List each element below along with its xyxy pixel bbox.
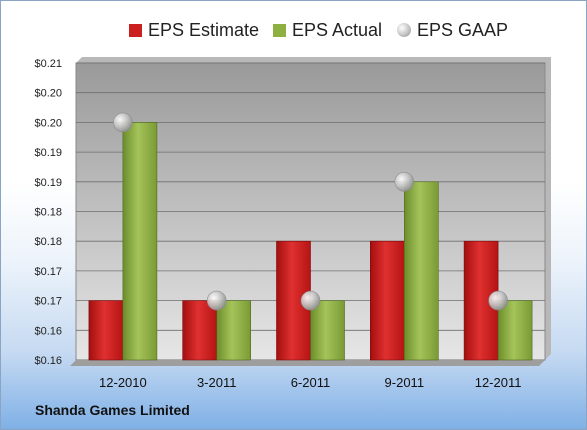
y-tick-label: $0.16 [34, 355, 62, 367]
bar-eps-estimate [88, 300, 124, 361]
bar-eps-actual [403, 181, 439, 361]
eps-chart: $0.16 $0.16 $0.17 $0.17 $0.18 $0.18 $0.19 $0.19… [34, 57, 551, 390]
bar-eps-actual [310, 300, 345, 361]
y-tick-label: $0.19 [34, 147, 62, 159]
gaap-marker [488, 290, 508, 311]
legend-marker-icon [397, 23, 411, 37]
gaap-marker [300, 290, 321, 311]
bar-eps-actual [497, 300, 533, 361]
bar-eps-actual [122, 122, 158, 361]
x-tick-label: 3-2011 [197, 375, 237, 390]
y-tick-label: $0.20 [34, 88, 62, 100]
x-tick-label: 6-2011 [291, 375, 331, 390]
bar-eps-estimate [182, 300, 217, 361]
company-name: Shanda Games Limited [35, 402, 190, 418]
bar-eps-actual [216, 300, 251, 361]
x-tick-label: 12-2011 [475, 375, 522, 390]
chart-legend: EPS Estimate EPS Actual EPS GAAP [1, 15, 586, 45]
legend-item-eps-actual: EPS Actual [273, 15, 382, 45]
legend-label: EPS Estimate [148, 19, 260, 40]
legend-marker-icon [129, 23, 142, 37]
gaap-marker [113, 112, 133, 133]
legend-marker-icon [273, 23, 286, 37]
y-tick-label: $0.19 [34, 177, 62, 189]
y-tick-label: $0.20 [34, 117, 62, 129]
gaap-marker [394, 172, 415, 192]
legend-item-eps-gaap: EPS GAAP [397, 15, 508, 45]
bar-eps-estimate [369, 240, 405, 361]
legend-item-eps-estimate: EPS Estimate [129, 15, 259, 45]
y-tick-label: $0.21 [34, 58, 62, 70]
x-tick-label: 9-2011 [385, 375, 425, 390]
y-tick-label: $0.18 [34, 236, 62, 248]
y-tick-label: $0.18 [34, 207, 62, 219]
gaap-marker [206, 290, 227, 311]
y-tick-label: $0.17 [34, 266, 62, 278]
legend-label: EPS GAAP [417, 19, 509, 40]
y-tick-label: $0.17 [34, 296, 62, 308]
plot-floor [70, 360, 545, 366]
x-tick-label: 12-2010 [99, 375, 147, 390]
legend-label: EPS Actual [292, 19, 383, 40]
y-tick-label: $0.16 [34, 325, 62, 337]
